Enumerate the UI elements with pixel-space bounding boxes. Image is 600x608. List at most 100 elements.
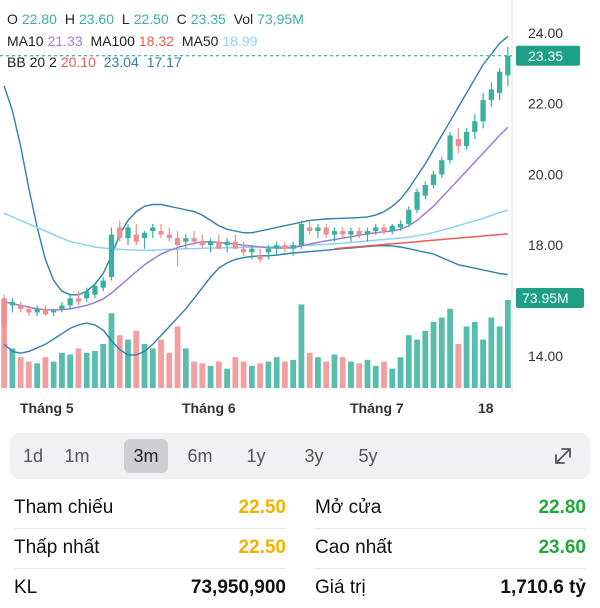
- stats-row-3: KL 73,950,900 Giá trị 1,710.6 tỷ: [0, 568, 600, 608]
- volume-bar: [331, 354, 338, 388]
- volume-bar: [224, 368, 230, 388]
- candle-body: [422, 185, 428, 196]
- volume-bar: [158, 339, 164, 388]
- volume-bar: [199, 363, 206, 388]
- divider: [315, 528, 586, 529]
- volume-bar: [182, 348, 189, 388]
- volume-bar: [26, 361, 32, 388]
- candle-body: [133, 234, 139, 242]
- volume-bar: [480, 339, 486, 388]
- bb-mid-value: 20.10: [60, 54, 96, 70]
- low-label: L: [121, 11, 130, 27]
- x-tick-label: Tháng 5: [20, 400, 74, 416]
- volume-bar: [149, 348, 156, 388]
- ma-legend: MA10 21.33 MA100 18.32 MA50 18.99: [7, 32, 261, 50]
- candle-body: [232, 241, 238, 249]
- volume-bar: [298, 304, 305, 388]
- volume-bar: [356, 363, 363, 388]
- bollinger-lower-line: [3, 244, 508, 356]
- candle-body: [150, 227, 156, 232]
- candle-body: [191, 238, 197, 242]
- volume-bar: [141, 344, 148, 388]
- candle-body: [42, 308, 49, 315]
- open-price-label: Mở cửa: [315, 497, 382, 518]
- volume-bar: [372, 366, 379, 388]
- volume-stat-value: 73,950,900: [190, 577, 286, 598]
- volume-bar: [174, 326, 181, 388]
- candle-body: [34, 308, 40, 313]
- volume-bar: [430, 322, 437, 388]
- range-selector: 1d 1m 3m 6m 1y 3y 5y: [10, 433, 590, 479]
- volume-bar: [389, 368, 396, 388]
- ref-label: Tham chiếu: [14, 497, 114, 518]
- range-button-1d[interactable]: 1d: [22, 446, 44, 466]
- volume-bar: [257, 363, 264, 388]
- volume-bar: [364, 359, 371, 388]
- volume-bar: [414, 339, 420, 388]
- candle-body: [356, 231, 362, 235]
- volume-bar: [306, 352, 313, 388]
- candle-body: [59, 305, 65, 309]
- candle-body: [397, 223, 404, 228]
- ma50-label: MA50: [181, 33, 219, 49]
- y-tick-label: 24.00: [528, 25, 563, 41]
- candle-body: [274, 245, 280, 249]
- candle-body: [315, 227, 321, 232]
- candle-body: [348, 231, 354, 235]
- volume-bar: [248, 366, 255, 388]
- volume-bar: [438, 317, 445, 388]
- x-tick-label: 18: [478, 400, 494, 416]
- candle-body: [290, 245, 296, 249]
- candle-body: [488, 89, 494, 101]
- range-button-3y[interactable]: 3y: [304, 446, 324, 466]
- candle-body: [430, 174, 437, 186]
- range-button-1m[interactable]: 1m: [64, 446, 90, 466]
- volume-bar: [488, 317, 495, 388]
- volume-bar: [215, 361, 222, 388]
- candle-body: [1, 298, 7, 327]
- volume-bar: [108, 313, 115, 388]
- volume-value: 73,95M: [257, 11, 304, 27]
- volume-bar: [207, 366, 214, 388]
- low-value: 22.50: [133, 11, 169, 27]
- bb-lower-value: 17.17: [146, 54, 182, 70]
- range-button-1y[interactable]: 1y: [246, 446, 266, 466]
- candlestick-chart-svg[interactable]: 24.00 22.00 20.00 18.00 14.00 23.35 73.95M Thán…: [0, 0, 600, 430]
- close-label: C: [176, 11, 187, 27]
- candle-body: [141, 232, 148, 239]
- candle-body: [166, 234, 172, 239]
- candle-body: [100, 280, 106, 288]
- volume-tag-text: 73.95M: [522, 290, 569, 306]
- volume-bar: [17, 357, 24, 388]
- divider: [14, 528, 286, 529]
- volume-bar: [447, 308, 453, 388]
- range-button-6m[interactable]: 6m: [187, 446, 213, 466]
- range-button-5y[interactable]: 5y: [358, 446, 378, 466]
- candle-body: [18, 305, 24, 309]
- bb-legend: BB 20 2 20.10 23.04 17.17: [7, 53, 186, 71]
- volume-bar: [323, 361, 330, 388]
- ma50-value: 18.99: [222, 33, 258, 49]
- volume-bar: [273, 357, 280, 388]
- ma100-line: [334, 233, 508, 250]
- expand-icon[interactable]: [548, 441, 578, 471]
- volume-bar: [9, 348, 16, 388]
- bb-upper-value: 23.04: [103, 54, 139, 70]
- candle-body: [439, 160, 445, 175]
- price-tag-box: [516, 45, 580, 66]
- volume-bar: [265, 361, 272, 388]
- volume-bar: [381, 361, 387, 388]
- divider: [315, 568, 586, 569]
- high-value: 23.60: [78, 11, 114, 27]
- range-button-3m[interactable]: 3m: [124, 439, 168, 473]
- close-value: 23.35: [190, 11, 226, 27]
- price-chart[interactable]: 24.00 22.00 20.00 18.00 14.00 23.35 73.95M Thán…: [0, 0, 600, 430]
- low-price-label: Thấp nhất: [14, 537, 100, 558]
- volume-bar: [339, 357, 346, 388]
- open-price-value: 22.80: [538, 497, 586, 518]
- volume-bar: [422, 330, 429, 388]
- volume-bar: [75, 348, 82, 388]
- volume-bar: [232, 357, 239, 388]
- open-value: 22.80: [21, 11, 57, 27]
- candle-body: [9, 301, 16, 306]
